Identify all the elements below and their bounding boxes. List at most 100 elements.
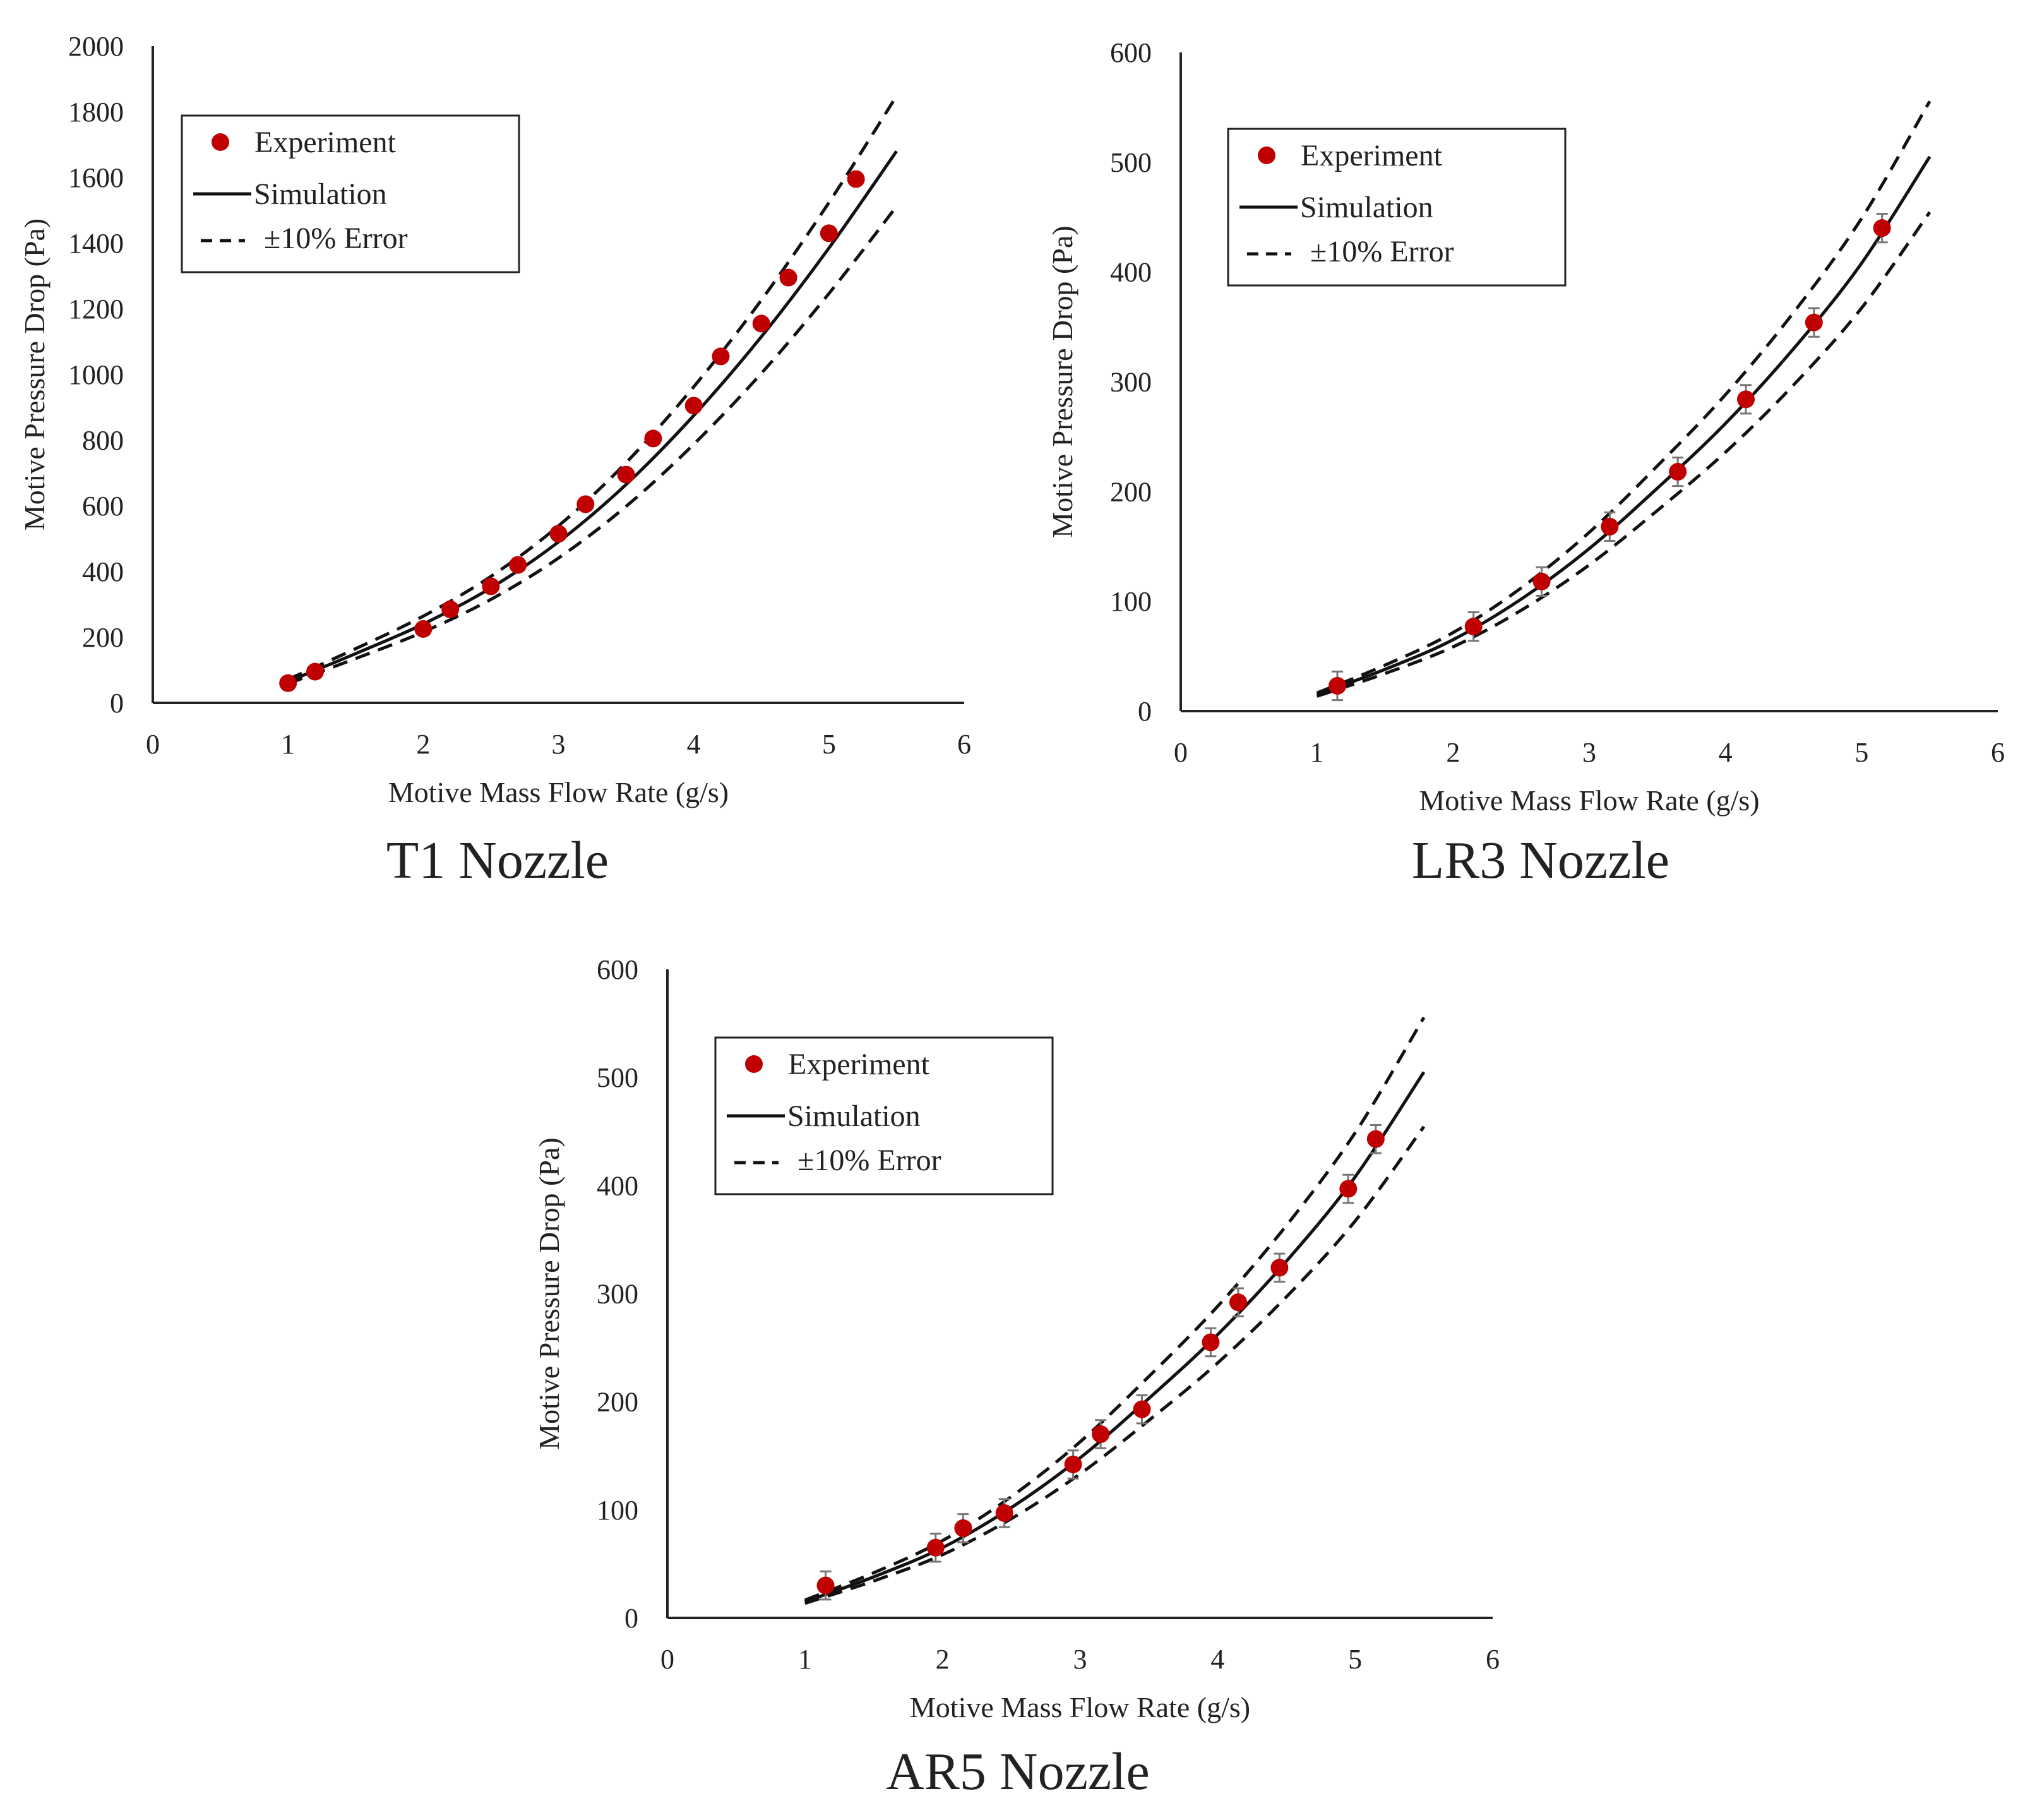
ar5-experiment-point <box>1229 1293 1248 1312</box>
lr3-lower-error-line <box>1316 211 1931 698</box>
t1-x-tick-label: 1 <box>281 729 295 760</box>
ar5-x-tick-label: 1 <box>798 1644 812 1675</box>
t1-x-tick-label: 4 <box>687 729 701 760</box>
t1-y-tick-label: 1200 <box>68 294 124 325</box>
ar5-x-tick-label: 6 <box>1486 1644 1500 1675</box>
ar5-y-tick-label: 500 <box>597 1062 638 1093</box>
t1-experiment-point <box>576 495 595 513</box>
ar5-x-tick-label: 4 <box>1210 1644 1224 1675</box>
ar5-y-tick-label: 400 <box>597 1170 638 1201</box>
t1-experiment-point <box>617 465 635 484</box>
t1-y-tick-label: 1000 <box>68 359 124 390</box>
t1-y-tick-label: 600 <box>82 491 124 522</box>
ar5-experiment-point <box>1270 1259 1289 1277</box>
ar5-experiment-point <box>1202 1333 1220 1351</box>
t1-lower-error-line <box>287 205 898 685</box>
lr3-y-tick-label: 300 <box>1110 367 1152 398</box>
ar5-x-tick-label: 0 <box>660 1644 674 1675</box>
ar5-x-tick-label: 5 <box>1348 1644 1362 1675</box>
t1-experiment-point <box>482 577 500 596</box>
lr3-x-tick-label: 2 <box>1446 737 1460 768</box>
lr3-experiment-point <box>1805 313 1823 332</box>
t1-x-tick-label: 3 <box>552 729 566 760</box>
ar5-y-tick-label: 600 <box>597 954 638 985</box>
lr3-legend-experiment-marker <box>1258 147 1275 164</box>
t1-legend-simulation-label: Simulation <box>254 177 387 211</box>
ar5-lower-error-line <box>804 1125 1426 1605</box>
t1-x-tick-label: 2 <box>416 729 430 760</box>
t1-experiment-point <box>441 600 460 618</box>
t1-x-axis-title: Motive Mass Flow Rate (g/s) <box>388 776 729 808</box>
lr3-y-tick-label: 500 <box>1110 147 1152 178</box>
lr3-y-tick-label: 0 <box>1138 696 1152 727</box>
ar5-legend-simulation-label: Simulation <box>787 1099 921 1133</box>
lr3-x-tick-label: 1 <box>1310 737 1324 768</box>
lr3-x-tick-label: 5 <box>1854 737 1868 768</box>
t1-y-tick-label: 2000 <box>68 31 124 62</box>
ar5-legend-error-label: ±10% Error <box>797 1144 941 1177</box>
t1-caption: T1 Nozzle <box>386 831 609 890</box>
ar5-experiment-point <box>816 1576 835 1595</box>
t1-simulation-line <box>287 150 898 683</box>
t1-experiment-point <box>279 674 297 692</box>
lr3-experiment-point <box>1532 572 1551 590</box>
t1-experiment-point <box>509 556 527 574</box>
t1-experiment-point <box>306 662 324 681</box>
lr3-x-tick-label: 0 <box>1174 737 1188 768</box>
lr3-experiment-point <box>1464 618 1483 636</box>
ar5-x-axis-title: Motive Mass Flow Rate (g/s) <box>910 1691 1250 1723</box>
ar5-x-tick-label: 3 <box>1073 1644 1087 1675</box>
lr3-y-tick-label: 400 <box>1110 257 1152 288</box>
lr3-y-tick-label: 200 <box>1110 476 1152 507</box>
lr3-x-tick-label: 3 <box>1582 737 1596 768</box>
t1-experiment-point <box>820 224 838 242</box>
lr3-experiment-point <box>1737 390 1755 409</box>
t1-y-tick-label: 0 <box>110 688 124 719</box>
lr3-x-tick-label: 6 <box>1991 737 2005 768</box>
ar5-x-tick-label: 2 <box>936 1644 950 1675</box>
t1-y-tick-label: 1400 <box>68 228 124 259</box>
ar5-legend-experiment-label: Experiment <box>788 1048 930 1081</box>
ar5-experiment-point <box>1366 1130 1385 1148</box>
lr3-y-tick-label: 100 <box>1110 586 1152 617</box>
lr3-upper-error-line <box>1316 100 1931 695</box>
t1-experiment-point <box>684 397 703 415</box>
t1-chart: 0 1 2 3 4 5 6 0 200 400 600 800 1000 1200 1400 1600 1800… <box>18 31 971 890</box>
lr3-caption: LR3 Nozzle <box>1412 831 1669 890</box>
ar5-y-axis-title: Motive Pressure Drop (Pa) <box>533 1137 565 1449</box>
lr3-legend-error-label: ±10% Error <box>1310 235 1454 268</box>
ar5-upper-error-line <box>804 1016 1426 1602</box>
t1-legend-experiment-marker <box>212 133 229 151</box>
ar5-caption: AR5 Nozzle <box>886 1742 1150 1801</box>
t1-experiment-point <box>752 314 770 333</box>
t1-y-axis-title: Motive Pressure Drop (Pa) <box>18 219 51 530</box>
t1-y-tick-label: 1800 <box>68 97 124 128</box>
lr3-experiment-point <box>1669 463 1687 481</box>
ar5-chart: 0 1 2 3 4 5 6 0 100 200 300 400 500 600 Motive Mass Fl… <box>533 954 1500 1801</box>
t1-experiment-point <box>549 525 568 543</box>
t1-experiment-point <box>712 347 730 366</box>
lr3-experiment-point <box>1328 677 1347 695</box>
ar5-y-tick-label: 100 <box>597 1495 638 1526</box>
lr3-x-tick-label: 4 <box>1719 737 1733 768</box>
lr3-legend-experiment-label: Experiment <box>1301 139 1443 172</box>
ar5-experiment-point <box>995 1504 1013 1522</box>
ar5-experiment-point <box>1092 1425 1110 1444</box>
t1-y-tick-label: 200 <box>82 622 124 653</box>
lr3-experiment-point <box>1601 517 1619 536</box>
ar5-experiment-point <box>1339 1180 1358 1198</box>
lr3-y-axis-title: Motive Pressure Drop (Pa) <box>1046 225 1078 537</box>
t1-x-tick-label: 6 <box>957 729 971 760</box>
t1-experiment-point <box>644 429 662 448</box>
lr3-legend-simulation-label: Simulation <box>1300 191 1433 224</box>
lr3-x-axis-title: Motive Mass Flow Rate (g/s) <box>1419 784 1759 817</box>
ar5-experiment-point <box>926 1538 945 1557</box>
ar5-experiment-point <box>954 1519 972 1537</box>
t1-experiment-point <box>779 268 797 287</box>
t1-legend-experiment-label: Experiment <box>254 126 397 159</box>
t1-legend-error-label: ±10% Error <box>264 222 408 255</box>
t1-y-tick-label: 1600 <box>68 162 124 193</box>
ar5-y-tick-label: 300 <box>597 1279 638 1310</box>
ar5-y-tick-label: 0 <box>624 1603 638 1634</box>
